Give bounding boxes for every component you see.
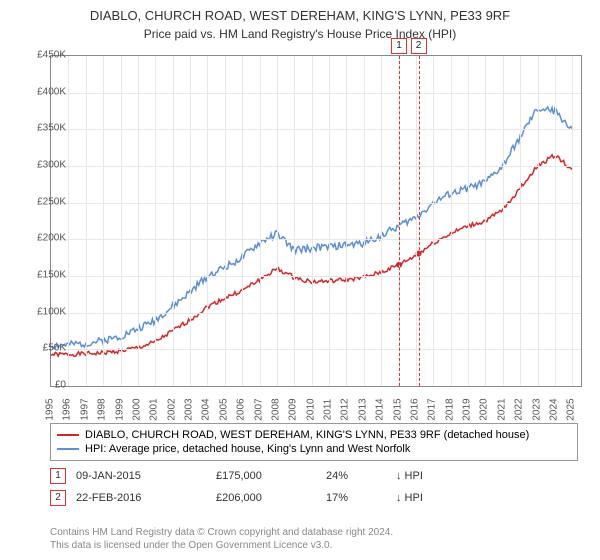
x-tick-label: 2020 — [479, 398, 490, 420]
x-tick-label: 2022 — [514, 398, 525, 420]
y-tick-label: £250K — [37, 196, 66, 207]
x-tick-label: 2015 — [392, 398, 403, 420]
y-tick-label: £50K — [43, 343, 66, 354]
y-tick-label: £0 — [55, 380, 66, 391]
x-tick-label: 2005 — [218, 398, 229, 420]
sale-row-marker: 2 — [50, 490, 66, 506]
legend-swatch — [57, 448, 79, 450]
x-tick-label: 2018 — [444, 398, 455, 420]
legend-label: HPI: Average price, detached house, King… — [85, 443, 410, 455]
x-tick-label: 1995 — [45, 398, 56, 420]
x-tick-label: 2004 — [201, 398, 212, 420]
sale-row: 1 09-JAN-2015 £175,000 24% ↓ HPI — [50, 468, 578, 484]
y-tick-label: £200K — [37, 233, 66, 244]
x-tick-label: 2025 — [566, 398, 577, 420]
x-tick-label: 2001 — [149, 398, 160, 420]
legend-swatch — [57, 434, 79, 436]
y-tick-label: £450K — [37, 50, 66, 61]
x-tick-label: 2013 — [357, 398, 368, 420]
y-tick-label: £350K — [37, 123, 66, 134]
sale-marker-box: 2 — [411, 38, 427, 54]
legend-label: DIABLO, CHURCH ROAD, WEST DEREHAM, KING'… — [85, 429, 529, 441]
footnote-line1: Contains HM Land Registry data © Crown c… — [50, 526, 393, 539]
y-tick-label: £400K — [37, 86, 66, 97]
x-tick-label: 1997 — [79, 398, 90, 420]
x-tick-label: 2012 — [340, 398, 351, 420]
sale-marker-line — [399, 56, 400, 386]
x-tick-label: 2019 — [462, 398, 473, 420]
chart-title: DIABLO, CHURCH ROAD, WEST DEREHAM, KING'… — [0, 0, 600, 25]
footnote: Contains HM Land Registry data © Crown c… — [50, 526, 393, 552]
sale-date: 22-FEB-2016 — [76, 492, 206, 504]
sale-vs-hpi: ↓ HPI — [396, 470, 423, 482]
x-tick-label: 2021 — [496, 398, 507, 420]
sale-row: 2 22-FEB-2016 £206,000 17% ↓ HPI — [50, 490, 578, 506]
x-tick-label: 2011 — [323, 399, 334, 421]
x-tick-label: 2006 — [236, 398, 247, 420]
sale-marker-box: 1 — [391, 38, 407, 54]
footnote-line2: This data is licensed under the Open Gov… — [50, 539, 393, 552]
sale-row-marker: 1 — [50, 468, 66, 484]
chart-subtitle: Price paid vs. HM Land Registry's House … — [0, 25, 600, 41]
legend-box: DIABLO, CHURCH ROAD, WEST DEREHAM, KING'… — [50, 423, 578, 461]
y-tick-label: £150K — [37, 270, 66, 281]
sale-pct: 17% — [326, 492, 386, 504]
sales-table: 1 09-JAN-2015 £175,000 24% ↓ HPI 2 22-FEB-2016… — [50, 468, 578, 512]
x-tick-label: 2024 — [548, 398, 559, 420]
x-tick-label: 1999 — [114, 398, 125, 420]
sale-marker-line — [419, 56, 420, 386]
x-tick-label: 2017 — [427, 398, 438, 420]
x-tick-label: 1998 — [97, 398, 108, 420]
x-tick-label: 2000 — [131, 398, 142, 420]
x-tick-label: 2008 — [270, 398, 281, 420]
x-tick-label: 2007 — [253, 398, 264, 420]
x-tick-label: 2002 — [166, 398, 177, 420]
chart-svg — [51, 56, 581, 386]
x-tick-label: 2010 — [305, 398, 316, 420]
legend-item: HPI: Average price, detached house, King… — [57, 442, 571, 456]
sale-price: £175,000 — [216, 470, 316, 482]
x-tick-label: 2016 — [409, 398, 420, 420]
x-tick-label: 2014 — [375, 398, 386, 420]
sale-date: 09-JAN-2015 — [76, 470, 206, 482]
x-tick-label: 2023 — [531, 398, 542, 420]
x-tick-label: 1996 — [62, 398, 73, 420]
sale-pct: 24% — [326, 470, 386, 482]
y-tick-label: £100K — [37, 306, 66, 317]
x-tick-label: 2009 — [288, 398, 299, 420]
y-tick-label: £300K — [37, 160, 66, 171]
sale-vs-hpi: ↓ HPI — [396, 492, 423, 504]
legend-item: DIABLO, CHURCH ROAD, WEST DEREHAM, KING'… — [57, 428, 571, 442]
chart-plot-area: 12 — [50, 55, 582, 387]
x-tick-label: 2003 — [184, 398, 195, 420]
sale-price: £206,000 — [216, 492, 316, 504]
